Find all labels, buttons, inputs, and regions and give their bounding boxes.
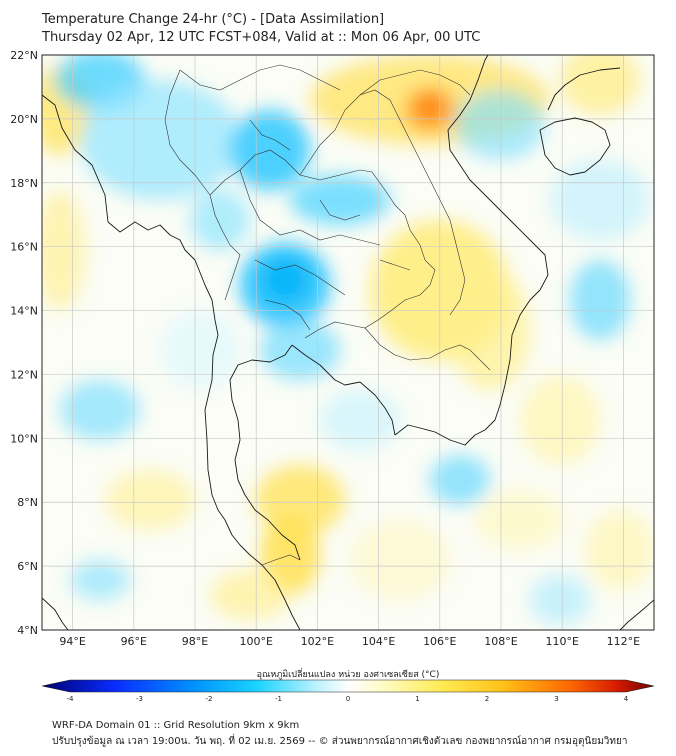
lat-label: 14°N: [10, 305, 38, 318]
colorbar-tick-label: -1: [275, 695, 282, 703]
lat-label: 8°N: [17, 496, 38, 509]
temperature-field: [42, 55, 654, 630]
lon-label: 104°E: [362, 635, 395, 648]
lon-label: 102°E: [301, 635, 334, 648]
colorbar-tick-label: -3: [136, 695, 143, 703]
lon-label: 98°E: [182, 635, 208, 648]
colorbar-ticks: -4 -3 -2 -1 0 1 2 3 4: [67, 695, 629, 703]
lat-label: 6°N: [17, 560, 38, 573]
latitude-labels: 22°N 20°N 18°N 16°N 14°N 12°N 10°N 8°N 6°N 4°N: [10, 49, 38, 637]
colorbar: [41, 679, 655, 693]
graticule: [42, 55, 654, 630]
map-frame: [41, 54, 655, 631]
lat-label: 16°N: [10, 241, 38, 254]
colorbar-tick-label: 0: [346, 695, 350, 703]
lon-label: 96°E: [121, 635, 147, 648]
colorbar-label: อุณหภูมิเปลี่ยนแปลง หน่วย องศาเซลเซียส (…: [257, 667, 440, 680]
lon-label: 112°E: [607, 635, 640, 648]
chart-subtitle: Thursday 02 Apr, 12 UTC FCST+084, Valid …: [42, 30, 481, 45]
lon-label: 94°E: [59, 635, 85, 648]
longitude-labels: 94°E 96°E 98°E 100°E 102°E 104°E 106°E 108°E 110…: [59, 635, 640, 648]
colorbar-tick-label: 4: [624, 695, 629, 703]
colorbar-tick-label: 3: [554, 695, 558, 703]
lat-label: 10°N: [10, 432, 38, 445]
lat-label: 4°N: [17, 624, 38, 637]
lat-label: 12°N: [10, 368, 38, 381]
chart-title: Temperature Change 24-hr (°C) - [Data As…: [42, 12, 385, 27]
borders: [164, 64, 491, 566]
lon-label: 108°E: [484, 635, 517, 648]
colorbar-tick-label: 2: [485, 695, 489, 703]
colorbar-tick-label: 1: [415, 695, 419, 703]
lon-label: 110°E: [545, 635, 578, 648]
footer-credit: ปรับปรุงข้อมูล ณ เวลา 19:00น. วัน พฤ. ที…: [52, 736, 628, 747]
lon-label: 106°E: [423, 635, 456, 648]
colorbar-tick-label: -2: [206, 695, 213, 703]
lon-label: 100°E: [239, 635, 272, 648]
lat-label: 18°N: [10, 177, 38, 190]
lat-label: 20°N: [10, 113, 38, 126]
lat-label: 22°N: [10, 49, 38, 62]
colorbar-tick-label: -4: [67, 695, 75, 703]
footer-model-info: WRF-DA Domain 01 :: Grid Resolution 9km …: [52, 720, 300, 731]
